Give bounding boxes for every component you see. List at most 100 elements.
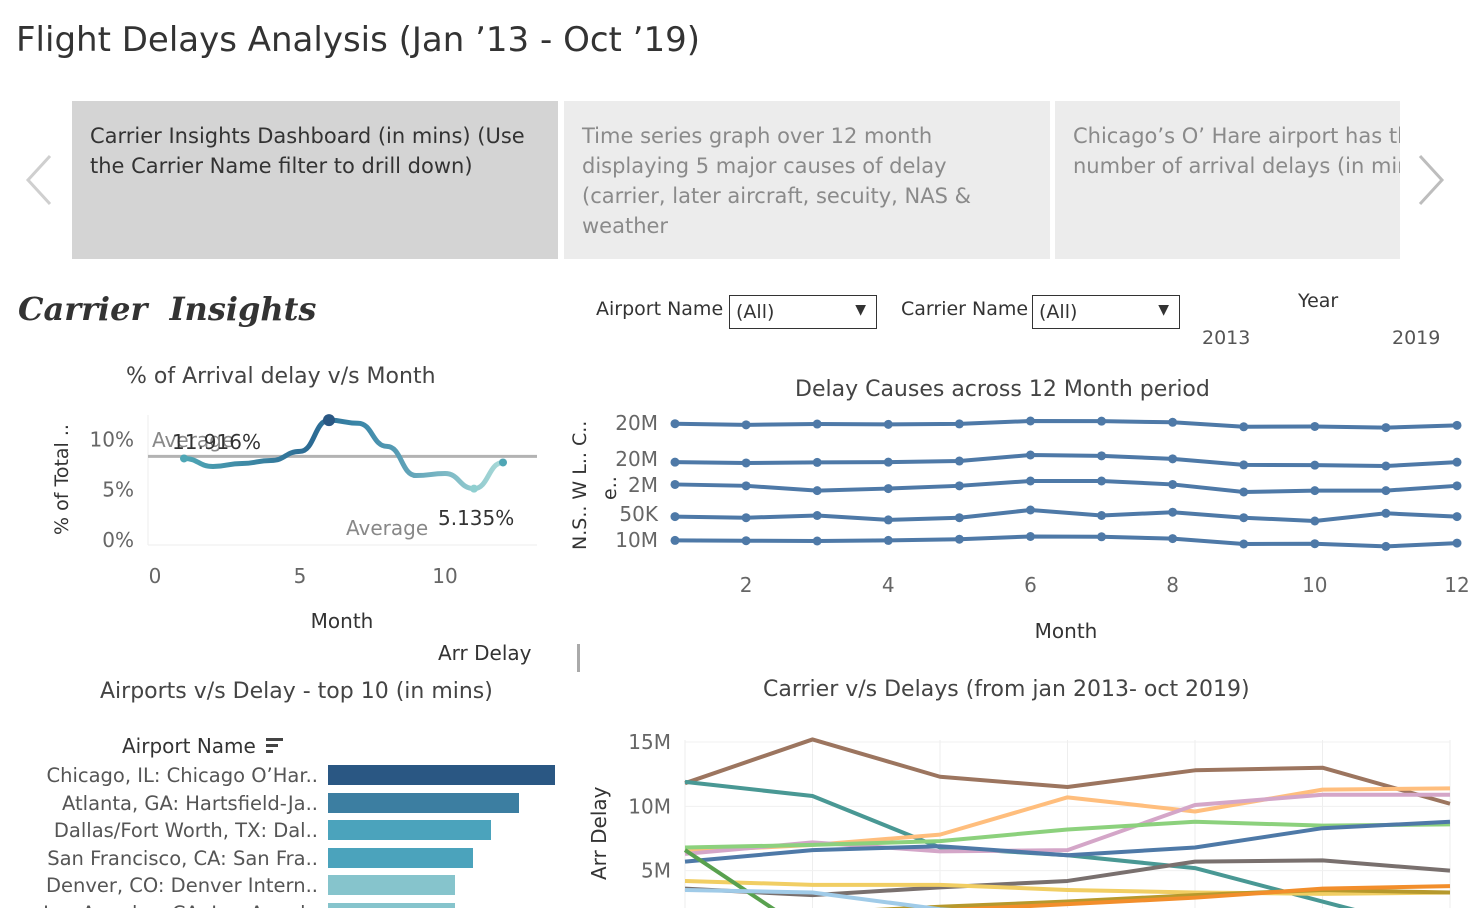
airport-filter-value: (All) xyxy=(736,301,775,323)
airport-name-header[interactable]: Airport Name xyxy=(122,734,284,758)
data-point[interactable] xyxy=(1025,476,1035,486)
y-tick-label: 20M xyxy=(615,411,658,435)
data-point[interactable] xyxy=(1168,417,1178,427)
data-point[interactable] xyxy=(883,515,893,525)
delay-cause-line xyxy=(674,507,1458,524)
data-point[interactable] xyxy=(1097,511,1107,520)
data-point[interactable] xyxy=(1452,457,1462,467)
data-point[interactable] xyxy=(883,535,893,545)
data-point[interactable] xyxy=(812,457,822,467)
carrier-line[interactable] xyxy=(684,858,1451,898)
data-point[interactable] xyxy=(812,511,822,520)
story-prev-button[interactable] xyxy=(22,148,56,222)
data-point[interactable] xyxy=(323,414,335,427)
data-point[interactable] xyxy=(1025,416,1035,426)
data-point[interactable] xyxy=(1025,505,1035,515)
story-next-button[interactable] xyxy=(1414,148,1448,222)
chevron-down-icon: ▼ xyxy=(855,302,866,318)
carrier-line[interactable] xyxy=(684,878,1451,896)
x-axis-title: Month xyxy=(311,609,374,633)
data-point[interactable] xyxy=(180,454,188,463)
data-point[interactable] xyxy=(1381,461,1391,471)
data-point[interactable] xyxy=(741,420,751,430)
data-point[interactable] xyxy=(1239,539,1249,549)
carrier-line[interactable] xyxy=(685,884,1451,908)
data-point[interactable] xyxy=(1168,534,1178,544)
data-point[interactable] xyxy=(1097,416,1107,426)
x-tick-label: 12 xyxy=(1444,573,1469,597)
data-point[interactable] xyxy=(741,513,751,523)
story-card-time-series[interactable]: Time series graph over 12 month displayi… xyxy=(564,101,1050,259)
data-point[interactable] xyxy=(1097,476,1107,486)
carrier-line[interactable] xyxy=(684,819,1451,864)
data-point[interactable] xyxy=(1310,421,1320,431)
data-point[interactable] xyxy=(883,419,893,429)
data-point[interactable] xyxy=(470,484,478,493)
data-point[interactable] xyxy=(954,419,964,429)
data-point[interactable] xyxy=(1310,516,1320,526)
data-point[interactable] xyxy=(1381,541,1391,551)
data-point[interactable] xyxy=(1168,507,1178,517)
data-point[interactable] xyxy=(741,481,751,491)
data-point[interactable] xyxy=(1025,450,1035,460)
year-filter-max[interactable]: 2019 xyxy=(1392,327,1441,349)
data-point[interactable] xyxy=(1239,460,1249,470)
data-point[interactable] xyxy=(1452,512,1462,522)
carrier-line[interactable] xyxy=(684,737,1451,806)
data-point[interactable] xyxy=(741,458,751,468)
story-card-carrier-insights[interactable]: Carrier Insights Dashboard (in mins) (Us… xyxy=(72,101,558,259)
bar[interactable] xyxy=(328,765,555,785)
data-point[interactable] xyxy=(954,513,964,523)
carrier-line[interactable] xyxy=(684,792,1450,856)
data-point[interactable] xyxy=(1310,486,1320,496)
data-point[interactable] xyxy=(1381,423,1391,433)
data-point[interactable] xyxy=(954,534,964,544)
data-point[interactable] xyxy=(954,481,964,491)
carrier-line[interactable] xyxy=(684,887,1450,908)
bar[interactable] xyxy=(328,847,474,868)
story-card-ohare[interactable]: Chicago’s O’ Hare airport has the highes… xyxy=(1055,101,1400,259)
delay-causes-chart-title: Delay Causes across 12 Month period xyxy=(795,377,1210,402)
data-point[interactable] xyxy=(670,419,680,429)
data-point[interactable] xyxy=(741,536,751,546)
bar[interactable] xyxy=(328,875,456,895)
bar[interactable] xyxy=(328,820,492,840)
data-point[interactable] xyxy=(954,456,964,466)
bar[interactable] xyxy=(328,792,519,813)
data-point[interactable] xyxy=(1452,481,1462,491)
data-point[interactable] xyxy=(1239,422,1249,432)
data-point[interactable] xyxy=(883,484,893,494)
data-point[interactable] xyxy=(1097,451,1107,461)
data-point[interactable] xyxy=(670,479,680,489)
data-point[interactable] xyxy=(1381,486,1391,496)
data-point[interactable] xyxy=(499,458,507,467)
data-point[interactable] xyxy=(812,536,822,546)
year-filter-min[interactable]: 2013 xyxy=(1202,327,1251,349)
data-point[interactable] xyxy=(1097,532,1107,542)
data-point[interactable] xyxy=(1452,538,1462,548)
data-point[interactable] xyxy=(670,457,680,467)
carrier-line[interactable] xyxy=(684,819,1451,850)
data-point[interactable] xyxy=(1310,460,1320,470)
data-point[interactable] xyxy=(812,486,822,496)
x-tick-label: 2 xyxy=(740,573,753,597)
data-point[interactable] xyxy=(1168,479,1178,489)
airport-filter-select[interactable]: (All) ▼ xyxy=(729,295,877,329)
sort-icon[interactable] xyxy=(266,737,284,753)
data-point[interactable] xyxy=(883,457,893,467)
data-point[interactable] xyxy=(1168,454,1178,464)
carrier-filter-select[interactable]: (All) ▼ xyxy=(1032,295,1180,329)
data-point[interactable] xyxy=(812,419,822,429)
data-point[interactable] xyxy=(1310,539,1320,549)
data-point[interactable] xyxy=(1239,487,1249,497)
data-point[interactable] xyxy=(1452,420,1462,430)
data-point[interactable] xyxy=(1025,532,1035,541)
data-point[interactable] xyxy=(1381,508,1391,518)
bar[interactable] xyxy=(328,902,456,908)
data-point[interactable] xyxy=(670,535,680,545)
y-tick-label: 2M xyxy=(628,473,658,497)
data-point[interactable] xyxy=(1239,513,1249,523)
data-point[interactable] xyxy=(670,512,680,522)
airport-name-header-label: Airport Name xyxy=(122,734,256,758)
airport-delay-chart-title: Airports v/s Delay - top 10 (in mins) xyxy=(100,679,493,704)
